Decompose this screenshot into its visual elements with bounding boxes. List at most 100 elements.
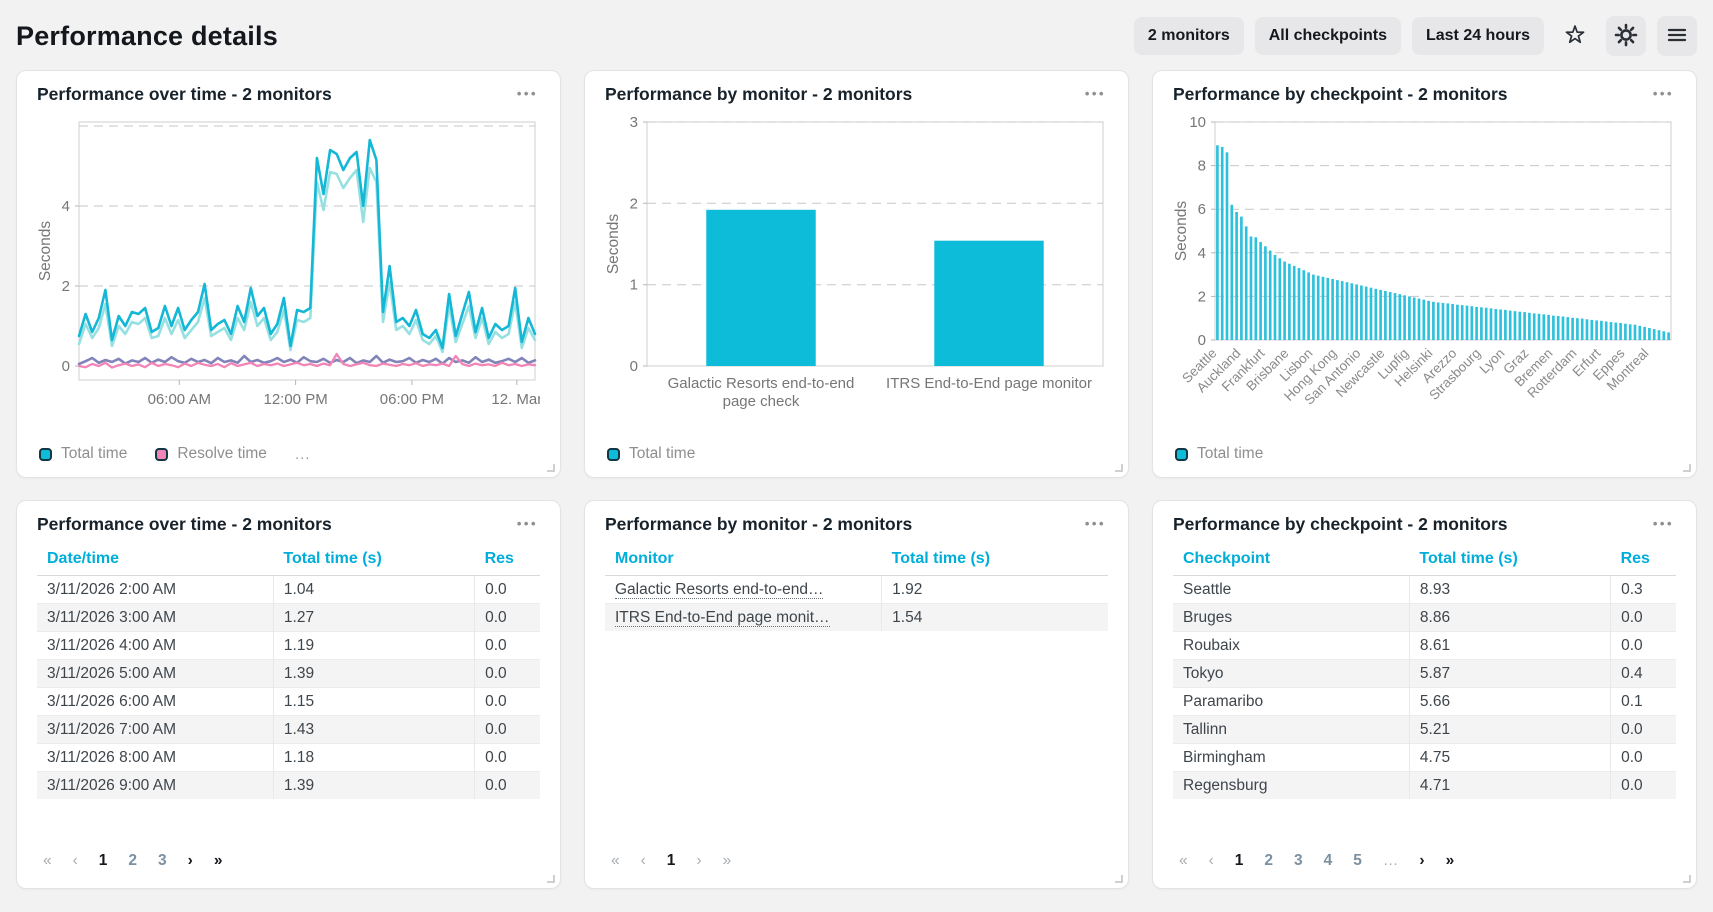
column-header-date-time[interactable]: Date/time — [47, 550, 120, 567]
legend-more-indicator[interactable]: ... — [295, 446, 311, 463]
card-title: Performance by monitor - 2 monitors — [605, 84, 913, 104]
column-header-total-time-s[interactable]: Total time (s) — [891, 550, 991, 567]
table-row: Regensburg 4.71 0.0 — [1173, 771, 1676, 799]
card-performance-by-monitor-chart: Performance by monitor - 2 monitors ••• … — [584, 70, 1129, 478]
table-row: Birmingham 4.75 0.0 — [1173, 743, 1676, 772]
table-row: Paramaribo 5.66 0.1 — [1173, 687, 1676, 716]
table-row: Tokyo 5.87 0.4 — [1173, 659, 1676, 688]
chart-legend: Total time — [1173, 441, 1676, 467]
next-page-button[interactable]: › — [1419, 852, 1425, 869]
settings-button[interactable] — [1606, 16, 1646, 56]
svg-text:Seconds: Seconds — [37, 221, 54, 282]
legend-item-total-time[interactable]: Total time — [39, 445, 127, 463]
svg-text:ITRS End-to-End page monitor: ITRS End-to-End page monitor — [886, 375, 1092, 392]
more-menu-icon[interactable]: ••• — [1651, 514, 1676, 537]
page-button-1[interactable]: 1 — [98, 852, 108, 869]
chart-legend: Total time — [605, 441, 1108, 467]
first-page-button: « — [43, 852, 52, 869]
column-header-total-time-s[interactable]: Total time (s) — [283, 550, 382, 567]
column-header-checkpoint[interactable]: Checkpoint — [1183, 550, 1271, 567]
more-menu-icon[interactable]: ••• — [1083, 514, 1108, 537]
more-menu-icon[interactable]: ••• — [515, 514, 540, 537]
hamburger-icon — [1665, 23, 1689, 50]
resize-handle[interactable] — [1115, 464, 1123, 472]
page-button-2[interactable]: 2 — [1264, 852, 1274, 869]
legend-item-total-time[interactable]: Total time — [607, 445, 695, 463]
column-header-res[interactable]: Res — [1620, 550, 1650, 567]
first-page-button: « — [1179, 852, 1188, 869]
column-header-total-time-s[interactable]: Total time (s) — [1419, 550, 1518, 567]
page-button-2[interactable]: 2 — [128, 852, 138, 869]
legend-label: Total time — [61, 445, 128, 462]
bar-chart-canvas[interactable]: 0246810SecondsSeattleAucklandFrankfurtBr… — [1173, 113, 1676, 418]
svg-text:2: 2 — [630, 195, 638, 212]
last-page-button[interactable]: » — [1445, 852, 1455, 869]
table-row: Galactic Resorts end-to-end… 1.92 — [605, 575, 1108, 604]
page-button-1[interactable]: 1 — [1234, 852, 1244, 869]
page-button-1[interactable]: 1 — [666, 852, 676, 869]
next-page-button[interactable]: › — [187, 852, 193, 869]
svg-text:2: 2 — [1198, 288, 1206, 305]
card-performance-by-checkpoint-chart: Performance by checkpoint - 2 monitors •… — [1152, 70, 1697, 478]
resize-handle[interactable] — [547, 875, 555, 883]
line-chart-canvas[interactable]: 0 2 4 Seconds 06:00 AM 12:00 PM 06:00 PM 12. Ma… — [37, 113, 540, 418]
resize-handle[interactable] — [1683, 875, 1691, 883]
filter-monitors-button[interactable]: 2 monitors — [1133, 17, 1244, 55]
svg-text:6: 6 — [1198, 201, 1206, 218]
legend-swatch — [1175, 447, 1188, 461]
resize-handle[interactable] — [547, 464, 555, 472]
page-button-3[interactable]: 3 — [1294, 852, 1303, 869]
more-menu-icon[interactable]: ••• — [1083, 84, 1108, 107]
first-page-button: « — [611, 852, 620, 869]
legend-item-resolve-time[interactable]: Resolve time — [155, 445, 267, 463]
bar-chart-canvas[interactable]: 0 1 2 3 Seconds Galactic Resorts end-to-endpa… — [605, 113, 1108, 418]
svg-text:1: 1 — [630, 277, 638, 294]
pagination-ellipsis: … — [1382, 852, 1399, 869]
filter-period-button[interactable]: Last 24 hours — [1411, 17, 1544, 55]
legend-swatch — [155, 447, 169, 461]
svg-text:06:00 PM: 06:00 PM — [380, 391, 444, 408]
svg-text:4: 4 — [1198, 245, 1206, 262]
table-row: 3/11/2026 9:00 AM 1.39 0.0 — [37, 771, 540, 799]
svg-text:10: 10 — [1189, 114, 1206, 131]
top-bar: Performance details 2 monitors All check… — [0, 0, 1713, 70]
next-page-button: › — [696, 852, 702, 869]
resize-handle[interactable] — [1115, 875, 1123, 883]
legend-swatch — [607, 447, 620, 461]
page-button-3[interactable]: 3 — [158, 852, 167, 869]
svg-text:3: 3 — [630, 114, 638, 131]
legend-label: Total time — [1197, 445, 1264, 462]
monitor-link[interactable]: ITRS End-to-End page monit… — [615, 608, 830, 627]
resize-handle[interactable] — [1683, 464, 1691, 472]
menu-button[interactable] — [1657, 16, 1697, 56]
table-row: 3/11/2026 7:00 AM 1.43 0.0 — [37, 715, 540, 744]
table-row: 3/11/2026 3:00 AM 1.27 0.0 — [37, 603, 540, 632]
table-row: 3/11/2026 8:00 AM 1.18 0.0 — [37, 743, 540, 772]
prev-page-button: ‹ — [640, 852, 646, 869]
monitor-link[interactable]: Galactic Resorts end-to-end… — [615, 580, 824, 599]
page-title: Performance details — [16, 20, 278, 51]
legend-item-total-time[interactable]: Total time — [1175, 445, 1263, 463]
pagination: « ‹ 1 2 3 4 5 … › » — [1173, 840, 1676, 878]
page-button-5[interactable]: 5 — [1353, 852, 1362, 869]
filter-checkpoints-button[interactable]: All checkpoints — [1254, 17, 1401, 55]
card-performance-by-checkpoint-table: Performance by checkpoint - 2 monitors •… — [1152, 500, 1697, 889]
pagination: « ‹ 1 2 3 › » — [37, 840, 540, 878]
table-row: Seattle 8.93 0.3 — [1173, 575, 1676, 604]
column-header-monitor[interactable]: Monitor — [615, 550, 674, 567]
svg-text:page check: page check — [723, 393, 800, 410]
by-monitor-table: Monitor Total time (s) Galactic Resorts en… — [605, 545, 1108, 631]
column-header-res[interactable]: Res — [484, 550, 514, 567]
card-title: Performance over time - 2 monitors — [37, 84, 332, 104]
card-performance-over-time-table: Performance over time - 2 monitors ••• D… — [16, 500, 561, 889]
table-row: Tallinn 5.21 0.0 — [1173, 715, 1676, 744]
favorite-button[interactable] — [1555, 16, 1595, 56]
more-menu-icon[interactable]: ••• — [1651, 84, 1676, 107]
page-button-4[interactable]: 4 — [1323, 852, 1333, 869]
svg-text:0: 0 — [630, 358, 638, 375]
last-page-button[interactable]: » — [213, 852, 223, 869]
svg-text:12:00 PM: 12:00 PM — [263, 391, 327, 408]
more-menu-icon[interactable]: ••• — [515, 84, 540, 107]
legend-label: Resolve time — [177, 445, 267, 462]
legend-swatch — [39, 447, 52, 461]
